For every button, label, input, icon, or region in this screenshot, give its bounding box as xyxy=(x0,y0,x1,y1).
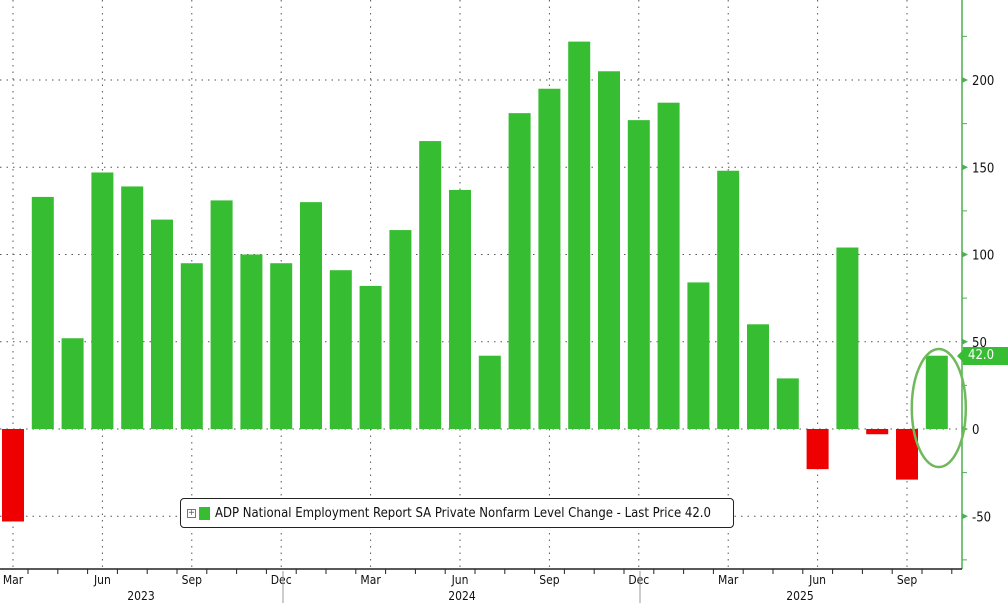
bar xyxy=(240,254,263,429)
bar xyxy=(806,429,829,470)
y-tick-label: 200 xyxy=(972,74,994,89)
bar xyxy=(61,338,84,429)
tick-marker xyxy=(962,251,968,258)
bar xyxy=(91,172,114,430)
x-month-label: Jun xyxy=(451,573,469,587)
bar xyxy=(687,282,710,429)
legend-label: ADP National Employment Report SA Privat… xyxy=(215,505,711,521)
bar xyxy=(538,88,561,429)
bar xyxy=(568,41,591,430)
x-year-label: 2025 xyxy=(786,589,813,603)
bar xyxy=(449,189,471,429)
bar xyxy=(300,202,322,429)
bar xyxy=(180,263,203,429)
bar xyxy=(747,324,769,429)
bar xyxy=(478,355,501,429)
x-month-label: Mar xyxy=(360,573,381,587)
bar xyxy=(121,186,144,429)
bar xyxy=(776,378,799,429)
tick-marker xyxy=(962,164,968,171)
bar xyxy=(151,219,173,429)
y-tick-label: 0 xyxy=(972,423,979,438)
x-month-label: Mar xyxy=(3,573,24,587)
bar xyxy=(2,429,24,522)
x-month-label: Sep xyxy=(897,573,918,587)
bar xyxy=(598,71,620,430)
bar xyxy=(359,285,382,429)
x-month-label: Mar xyxy=(718,573,739,587)
tick-marker xyxy=(962,338,968,345)
bar xyxy=(389,230,412,429)
legend: + ADP National Employment Report SA Priv… xyxy=(180,498,734,528)
x-year-label: 2024 xyxy=(448,589,476,603)
bar xyxy=(508,113,531,429)
tick-marker xyxy=(962,513,968,520)
legend-swatch xyxy=(199,506,210,520)
x-month-label: Jun xyxy=(808,573,826,587)
x-month-label: Sep xyxy=(539,573,560,587)
x-month-label: Sep xyxy=(182,573,203,587)
x-month-label: Dec xyxy=(271,573,292,587)
bar xyxy=(210,200,233,429)
tick-marker xyxy=(962,77,968,83)
y-tick-label: 100 xyxy=(972,249,994,264)
highlight-ellipse xyxy=(910,347,968,469)
bar xyxy=(270,263,293,429)
bar xyxy=(717,170,740,430)
bar xyxy=(925,355,948,429)
x-month-label: Dec xyxy=(628,573,649,587)
bar xyxy=(329,270,352,429)
bar xyxy=(896,429,918,480)
x-month-label: Jun xyxy=(93,573,111,587)
bar xyxy=(836,247,859,429)
y-tick-label: 150 xyxy=(972,161,994,176)
bar xyxy=(419,141,442,429)
bar xyxy=(657,102,680,429)
x-year-label: 2023 xyxy=(127,589,154,603)
bar xyxy=(866,429,889,435)
y-tick-label: -50 xyxy=(972,510,991,525)
bar xyxy=(31,196,54,429)
bar xyxy=(627,120,650,429)
last-value-tag: 42.0 xyxy=(957,347,1008,365)
expand-icon[interactable]: + xyxy=(187,507,196,518)
